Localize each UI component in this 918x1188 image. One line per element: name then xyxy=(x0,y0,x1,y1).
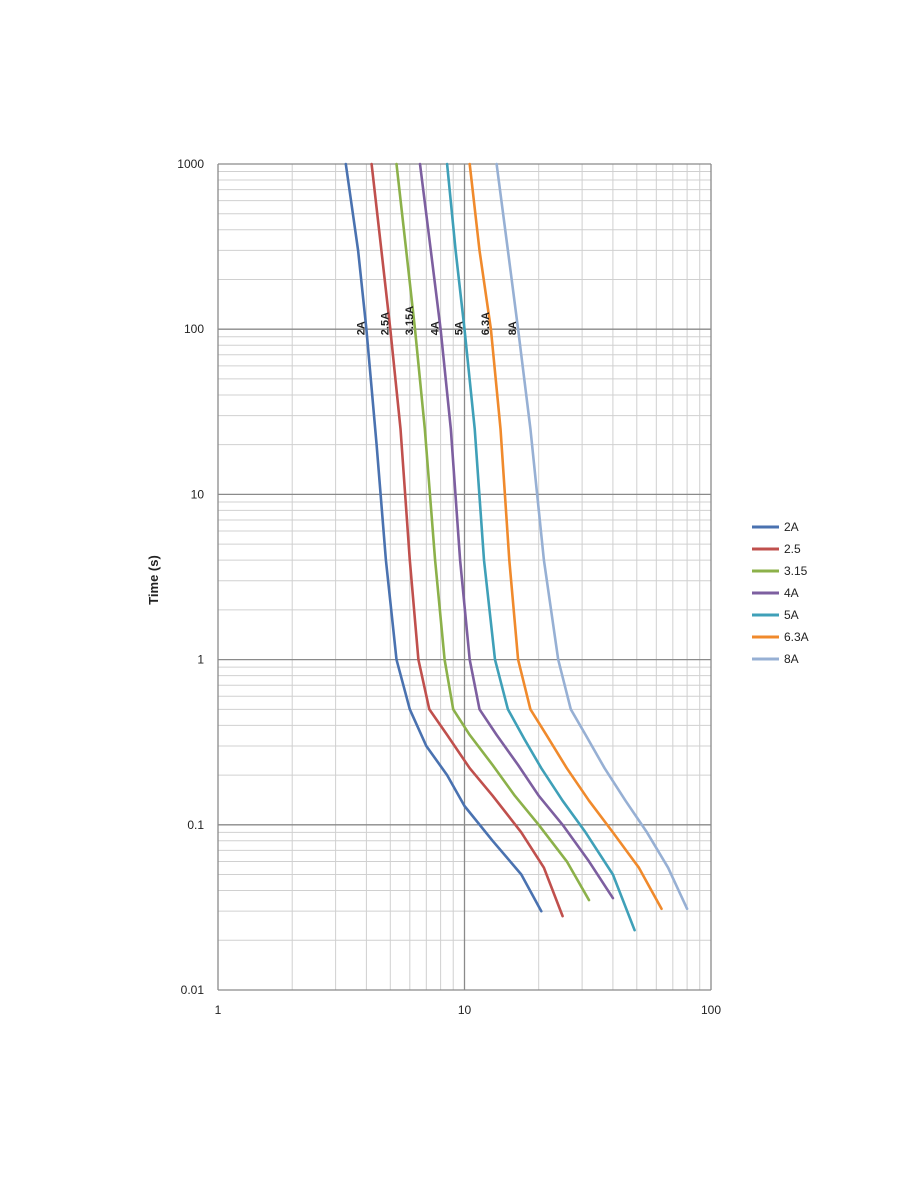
series-curve-label: 8A xyxy=(507,321,519,335)
x-tick-label: 100 xyxy=(701,1003,721,1017)
legend-label: 8A xyxy=(784,652,799,666)
series-line-4A xyxy=(418,162,615,900)
series-curve-label: 6.3A xyxy=(480,312,492,335)
y-tick-label: 10 xyxy=(191,487,205,501)
y-tick-label: 0.01 xyxy=(181,983,205,997)
x-tick-label: 1 xyxy=(215,1003,222,1017)
y-tick-label: 1 xyxy=(197,653,204,667)
series-line-8A xyxy=(495,162,689,911)
x-axis-tick-labels: 1 10 100 xyxy=(215,1003,722,1017)
series-line-2A xyxy=(344,162,543,913)
series-curve-label: 4A xyxy=(430,321,442,335)
legend-label: 3.15 xyxy=(784,564,808,578)
legend-label: 4A xyxy=(784,586,799,600)
series-line-5A xyxy=(445,162,636,932)
legend-label: 2.5 xyxy=(784,542,801,556)
x-tick-label: 10 xyxy=(458,1003,472,1017)
series-line-6.3A xyxy=(468,162,663,911)
y-tick-label: 100 xyxy=(184,322,204,336)
grid-minor xyxy=(218,164,711,990)
legend-label: 5A xyxy=(784,608,799,622)
series-curve-label: 3.15A xyxy=(404,306,416,335)
y-axis-tick-labels: 0.01 0.1 1 10 100 1000 xyxy=(177,157,204,997)
grid-major xyxy=(217,163,712,991)
legend-label: 2A xyxy=(784,520,799,534)
y-axis-label: Time (s) xyxy=(146,555,161,605)
legend-label: 6.3A xyxy=(784,630,809,644)
y-tick-label: 1000 xyxy=(177,157,204,171)
series-curve-labels: 2A 2.5A 3.15A 4A 5A 6.3A 8A xyxy=(355,306,519,335)
series-line-2.5 xyxy=(370,162,564,918)
series-curve-label: 2A xyxy=(355,321,367,335)
series-line-3.15 xyxy=(395,162,591,902)
series-curve-label: 2.5A xyxy=(379,312,391,335)
series-curve-label: 5A xyxy=(454,321,466,335)
series-curves xyxy=(344,162,689,932)
legend: 2A 2.5 3.15 4A 5A 6.3A 8A xyxy=(752,520,809,666)
y-tick-label: 0.1 xyxy=(187,818,204,832)
